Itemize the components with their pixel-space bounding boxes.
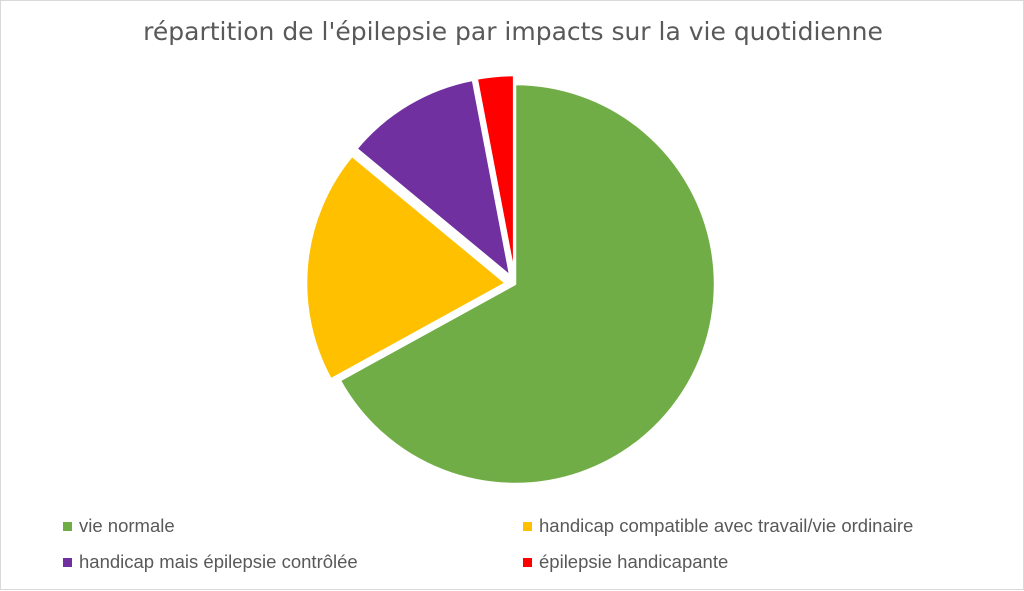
pie-slice-handicap-compatible-avec-travail-vie-ordinaire: [304, 154, 508, 381]
pie-slice-vie-normale: [338, 82, 717, 486]
pie-slice-handicap-mais-epilepsie-controlee: [355, 78, 512, 278]
chart-title: répartition de l'épilepsie par impacts s…: [143, 17, 883, 46]
pie-slice-epilepsie-handicapante: [475, 73, 516, 277]
